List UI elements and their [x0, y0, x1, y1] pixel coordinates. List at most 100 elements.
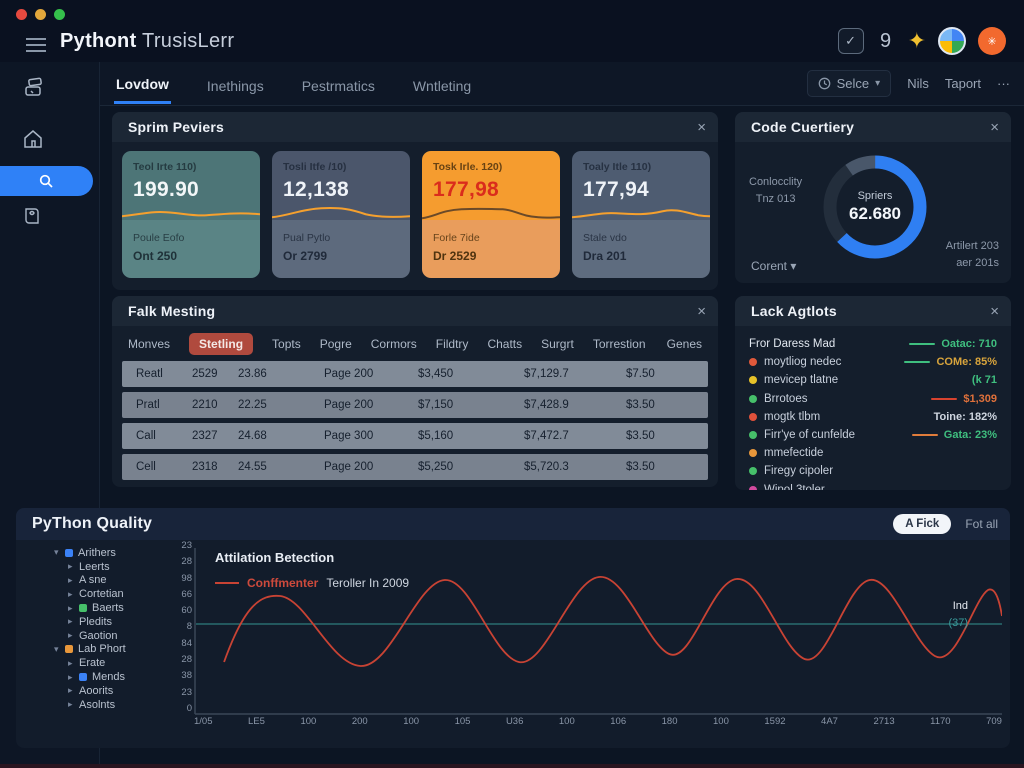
maximize-window-dot[interactable] — [54, 9, 65, 20]
tree-item[interactable]: ▸ A sne — [68, 574, 107, 587]
clock-icon — [818, 77, 830, 90]
overview-panel-title: Sprim Peviers — [128, 119, 224, 135]
legend-panel: Lack Agtlots × Fror Daress Mad Oatac: 71… — [735, 296, 1011, 490]
chevron-down-icon: ▾ — [875, 78, 881, 89]
sidebar-item-search-active[interactable] — [0, 166, 93, 196]
tree-item[interactable]: ▸ Gaotion — [68, 629, 118, 642]
column-header-selected[interactable]: Stetling — [189, 333, 254, 355]
table-row[interactable]: Reatl 2529 23.86 Page 200 $3,450 $7,129.7 $7.5… — [122, 361, 708, 387]
legend-item[interactable]: Fror Daress Mad Oatac: 710 — [749, 338, 997, 351]
metric-card-value: 199.90 — [133, 178, 200, 201]
donut-center-label: Spriers — [857, 190, 893, 202]
x-axis-ticks: 1/05 LE5 100 200 100 105 U36 100 106 180 100 1592 4A… — [194, 716, 1002, 727]
legend-bullet — [749, 376, 757, 385]
legend-item[interactable]: Firr'ye of cunfelde Gata: 23% — [749, 426, 997, 444]
table-row[interactable]: Pratl 2210 22.25 Page 200 $7,150 $7,428.9 $3.5… — [122, 392, 708, 418]
quality-panel-title: PyThon Quality — [32, 515, 153, 532]
metric-card-4[interactable]: Toaly Itle 110) 177,94 Stale vdo Dra 201 — [572, 151, 710, 278]
select-dropdown[interactable]: Selce ▾ — [806, 70, 892, 97]
metric-card-label: Tosli Itfe /10) — [283, 161, 347, 173]
column-header[interactable]: Topts — [272, 337, 301, 351]
legend-item[interactable]: mogtk tlbm Toine: 182% — [749, 408, 997, 426]
column-header[interactable]: Torrestion — [592, 337, 646, 351]
legend-item[interactable]: Firegy cipoler — [749, 462, 997, 480]
code-quality-panel: Code Cuertiery × Spriers 62.680 Conloccl… — [735, 112, 1011, 283]
tree-item[interactable]: ▸ Asolnts — [68, 698, 116, 711]
book-icon[interactable] — [22, 206, 42, 231]
hamburger-menu-icon[interactable] — [26, 34, 46, 56]
column-header[interactable]: Pogre — [319, 337, 352, 351]
column-header[interactable]: Genes — [666, 337, 702, 351]
tree-item[interactable]: ▸ Aoorits — [68, 684, 114, 697]
tab-wntleting[interactable]: Wntleting — [412, 77, 472, 94]
donut-center-value: 62.680 — [849, 204, 901, 223]
overview-panel: Sprim Peviers × Teol Irte 110) 199.90 Po… — [112, 112, 718, 290]
donut-close-icon[interactable]: × — [990, 118, 999, 136]
tab-lovdow[interactable]: Lovdow — [114, 64, 171, 104]
legend-series-name: Conffmenter — [247, 576, 319, 590]
donut-panel-title: Code Cuertiery — [751, 119, 855, 135]
chart-title: Attilation Betection — [215, 550, 335, 565]
nav-bar: Lovdow Inethings Pestrmatics Wntleting S… — [0, 62, 1024, 106]
tree-item[interactable]: ▸ Mends — [68, 671, 126, 684]
bottom-accent-strip — [0, 764, 1024, 768]
tree-item[interactable]: ▸ Leerts — [68, 560, 110, 573]
legend-item[interactable]: moytliog nedec COMe: 85% — [749, 353, 997, 371]
more-options-button[interactable]: ··· — [997, 76, 1010, 91]
close-window-dot[interactable] — [16, 9, 27, 20]
legend-bullet — [749, 431, 757, 440]
table-panel: Falk Mesting × Monves Stetling Topts Pog… — [112, 296, 718, 487]
legend-item[interactable]: mmefectide — [749, 444, 997, 462]
window-controls[interactable] — [16, 9, 65, 20]
tree-item[interactable]: ▸ Cortetian — [68, 588, 124, 601]
conffmenter-series-line — [223, 576, 1002, 667]
drive-avatar[interactable] — [938, 27, 966, 55]
quality-panel: PyThon Quality A Fick Fot all ▾ Arithers … — [16, 508, 1010, 748]
column-header[interactable]: Surgrt — [541, 337, 574, 351]
column-header[interactable]: Chatts — [487, 337, 523, 351]
metric-card-1[interactable]: Teol Irte 110) 199.90 Poule Eofo Ont 250 — [122, 151, 260, 278]
layer-color-icon — [65, 645, 73, 654]
tree-item[interactable]: ▾ Arithers — [54, 546, 116, 559]
metric-card-value: 177,98 — [433, 178, 500, 201]
user-avatar[interactable]: ✳ — [978, 27, 1006, 55]
legend-close-icon[interactable]: × — [990, 302, 999, 320]
tree-item[interactable]: ▸ Pledits — [68, 615, 113, 628]
minimize-window-dot[interactable] — [35, 9, 46, 20]
overview-close-icon[interactable]: × — [697, 118, 706, 136]
column-header[interactable]: Cormors — [370, 337, 417, 351]
nils-button[interactable]: Nils — [907, 76, 929, 91]
hook-icon[interactable]: 9 — [880, 29, 892, 52]
metric-card-sub2: Dr 2529 — [433, 248, 477, 263]
sparkle-star-icon[interactable]: ✦ — [907, 28, 926, 53]
pick-button[interactable]: A Fick — [893, 514, 952, 534]
column-header[interactable]: Monves — [128, 337, 171, 351]
legend-item[interactable]: Wipol 3toler — [749, 481, 997, 490]
fot-all-button[interactable]: Fot all — [965, 517, 998, 531]
metric-card-2[interactable]: Tosli Itfe /10) 12,138 Pual Pytlo Or 279… — [272, 151, 410, 278]
tree-item[interactable]: ▸ Baerts — [68, 602, 124, 615]
tab-pestrmatics[interactable]: Pestrmatics — [301, 77, 375, 94]
table-row[interactable]: Cell 2318 24.55 Page 200 $5,250 $5,720.3 $3.50 — [122, 454, 708, 480]
donut-corent-dropdown[interactable]: Corent ▾ — [751, 259, 797, 273]
printer-icon[interactable] — [22, 76, 46, 105]
legend-series-desc: Teroller In 2009 — [326, 576, 410, 590]
table-close-icon[interactable]: × — [697, 302, 706, 320]
title-bar: Pythont TrusisLerr ✓ 9 ✦ ✳ — [0, 0, 1024, 62]
chart-legend: Conffmenter Teroller In 2009 — [215, 576, 409, 590]
metric-card-sub: Forle 7ide — [433, 231, 480, 244]
legend-item[interactable]: Brrotoes $1,309 — [749, 390, 997, 408]
home-icon[interactable] — [22, 128, 44, 156]
metric-card-3[interactable]: Tosk Irle. 120) 177,98 Forle 7ide Dr 252… — [422, 151, 560, 278]
report-button[interactable]: Taport — [944, 76, 981, 91]
table-row[interactable]: Call 2327 24.68 Page 300 $5,160 $7,472.7 $3.50 — [122, 423, 708, 449]
column-header[interactable]: Fildtry — [435, 337, 469, 351]
select-label: Selce — [836, 76, 870, 91]
legend-item[interactable]: mevicep tlatne (k 71 — [749, 371, 997, 389]
tree-item[interactable]: ▸ Erate — [68, 657, 106, 670]
tasks-check-icon[interactable]: ✓ — [837, 28, 864, 54]
metric-card-label: Tosk Irle. 120) — [433, 161, 503, 173]
tab-inethings[interactable]: Inethings — [206, 77, 264, 94]
sparkline-chart — [122, 210, 260, 217]
tree-item[interactable]: ▾ Lab Phort — [54, 643, 126, 656]
